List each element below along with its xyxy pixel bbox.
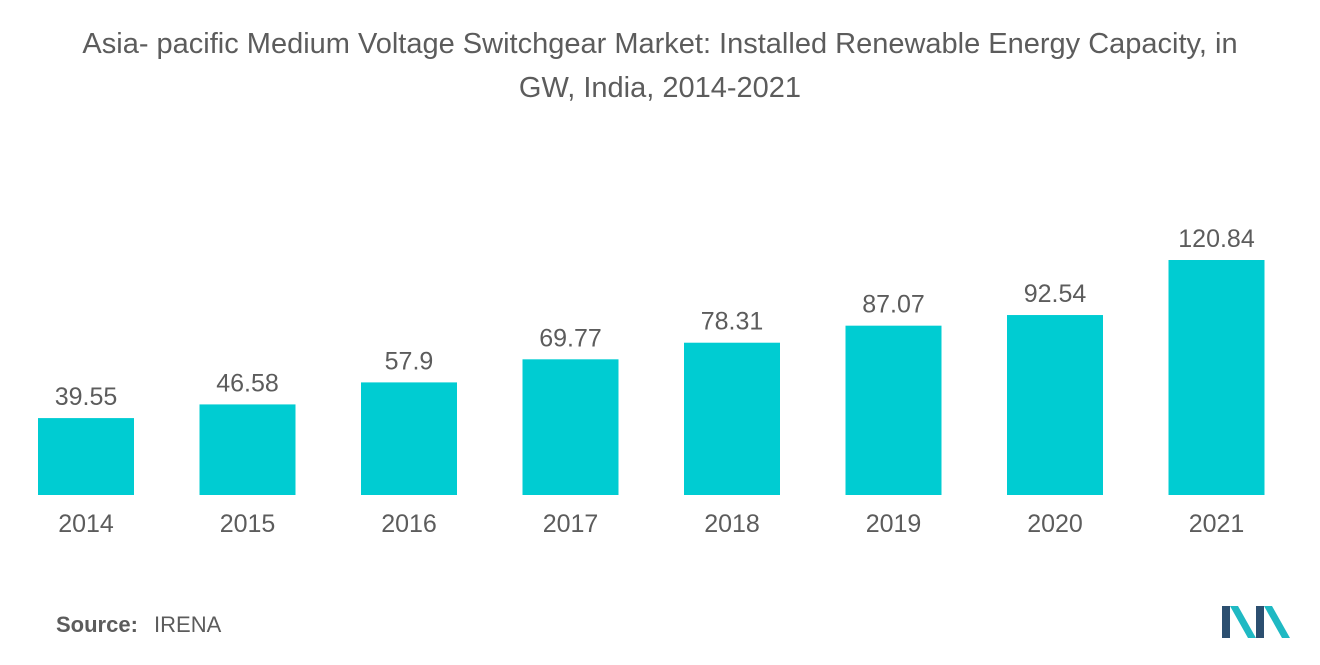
chart-title: Asia- pacific Medium Voltage Switchgear … <box>0 22 1320 110</box>
bar-2020 <box>1007 315 1103 495</box>
data-label-2017: 69.77 <box>539 324 602 352</box>
bar-chart: 39.55 2014 46.58 2015 57.9 2016 69.77 2017 78.31… <box>38 225 1265 538</box>
x-tick-label-2016: 2016 <box>381 510 437 538</box>
bar-2014 <box>38 418 134 495</box>
data-label-2018: 78.31 <box>701 308 764 336</box>
bar-2019 <box>845 325 942 495</box>
data-label-2021: 120.84 <box>1178 225 1255 253</box>
bar-2021 <box>1168 260 1265 495</box>
logo-left-diagonal <box>1230 606 1256 638</box>
x-tick-label-2014: 2014 <box>58 510 114 538</box>
data-label-2020: 92.54 <box>1024 280 1087 308</box>
x-tick-label-2020: 2020 <box>1027 510 1083 538</box>
x-tick-label-2015: 2015 <box>220 510 276 538</box>
data-label-2016: 57.9 <box>385 347 434 375</box>
data-label-2015: 46.58 <box>216 369 279 397</box>
x-tick-label-2019: 2019 <box>866 510 922 538</box>
bar-2018 <box>684 342 780 495</box>
source-note: Source: IRENA <box>56 612 221 638</box>
chart-title-line-1: Asia- pacific Medium Voltage Switchgear … <box>82 28 1238 60</box>
source-label: Source: <box>56 612 138 637</box>
logo-right-stroke <box>1256 606 1264 638</box>
data-label-2019: 87.07 <box>862 291 925 319</box>
data-label-2014: 39.55 <box>55 383 118 411</box>
x-tick-label-2017: 2017 <box>543 510 599 538</box>
x-tick-label-2021: 2021 <box>1189 510 1245 538</box>
bar-2016 <box>361 382 457 495</box>
company-logo-icon <box>1222 606 1290 638</box>
logo-left-stroke <box>1222 606 1230 638</box>
source-value: IRENA <box>154 612 222 637</box>
logo-right-diagonal <box>1264 606 1290 638</box>
chart-title-line-2: GW, India, 2014-2021 <box>518 72 802 104</box>
bar-2017 <box>522 359 619 495</box>
x-tick-label-2018: 2018 <box>704 510 760 538</box>
bar-2015 <box>199 404 296 495</box>
